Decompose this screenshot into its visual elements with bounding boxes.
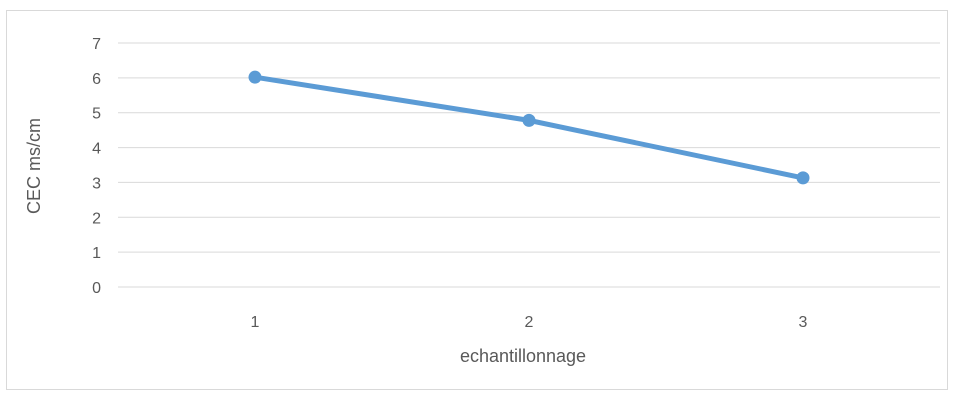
series-line	[252, 74, 806, 181]
y-tick-label: 6	[92, 71, 101, 88]
y-tick-label: 7	[92, 36, 101, 53]
series-layer	[248, 70, 810, 185]
x-axis-tick-labels: 1 2 3	[251, 314, 808, 331]
data-point	[522, 113, 536, 127]
chart-area	[6, 10, 948, 390]
y-tick-label: 0	[92, 280, 101, 297]
y-tick-label: 5	[92, 106, 101, 123]
y-axis-title: CEC ms/cm	[24, 118, 44, 214]
data-point	[796, 171, 810, 185]
y-tick-label: 2	[92, 210, 101, 227]
y-axis-tick-labels: 0 1 2 3 4 5 6 7	[92, 36, 101, 297]
y-tick-label: 4	[92, 141, 101, 158]
x-tick-label: 1	[251, 314, 260, 331]
x-tick-label: 3	[799, 314, 808, 331]
x-axis-title: echantillonnage	[460, 346, 586, 366]
y-tick-label: 3	[92, 175, 101, 192]
y-tick-label: 1	[92, 245, 101, 262]
x-tick-label: 2	[525, 314, 534, 331]
gridlines	[118, 42, 940, 253]
data-point	[248, 70, 262, 84]
